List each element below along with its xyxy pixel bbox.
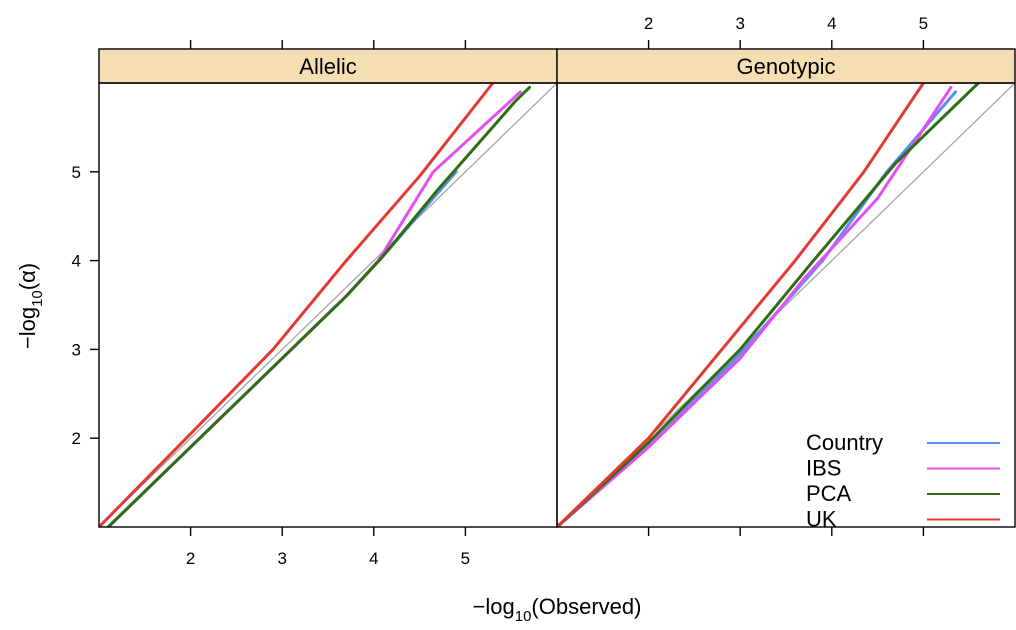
y-tick-label-5: 5 xyxy=(72,163,81,182)
panels-layer: Allelic Genotypic xyxy=(98,48,1016,528)
legend-label-country: Country xyxy=(806,430,883,455)
reference-line-allelic xyxy=(99,83,557,527)
legend-label-ibs: IBS xyxy=(806,456,841,481)
x-tick-label-bottom-5: 5 xyxy=(461,549,470,568)
y-tick-label-4: 4 xyxy=(72,252,81,271)
x-tick-label-top-2: 2 xyxy=(644,14,653,33)
x-tick-label-top-3: 3 xyxy=(735,14,744,33)
panel-genotypic: Genotypic xyxy=(556,48,1016,528)
legend-label-pca: PCA xyxy=(806,481,852,506)
x-tick-label-bottom-2: 2 xyxy=(186,549,195,568)
x-tick-label-bottom-4: 4 xyxy=(369,549,378,568)
series-line-genotypic-pca xyxy=(557,83,980,527)
legend-label-uk: UK xyxy=(806,507,837,532)
y-tick-label-3: 3 xyxy=(72,340,81,359)
y-tick-label-2: 2 xyxy=(72,429,81,448)
x-tick-label-bottom-3: 3 xyxy=(277,549,286,568)
y-axis-label: −log10(α) xyxy=(15,263,46,349)
plot-area-allelic xyxy=(99,83,557,527)
ticks-layer: 2 3 4 5 2 3 4 5 2 3 4 5 xyxy=(72,14,929,568)
strip-label-genotypic: Genotypic xyxy=(736,54,835,79)
series-line-genotypic-ibs xyxy=(557,85,953,527)
plot-area-genotypic xyxy=(557,83,1015,527)
series-line-allelic-pca xyxy=(106,85,531,527)
series-line-genotypic-uk xyxy=(557,83,925,527)
series-line-allelic-uk xyxy=(99,83,495,527)
x-tick-label-top-5: 5 xyxy=(919,14,928,33)
series-line-allelic-ibs xyxy=(106,90,522,527)
strip-label-allelic: Allelic xyxy=(299,54,356,79)
strip-allelic xyxy=(98,48,558,84)
x-axis-label: −log10(Observed) xyxy=(473,594,642,625)
strip-genotypic xyxy=(556,48,1016,84)
panel-border-genotypic xyxy=(556,82,1016,528)
x-tick-label-top-4: 4 xyxy=(827,14,836,33)
panel-allelic: Allelic xyxy=(98,48,558,528)
